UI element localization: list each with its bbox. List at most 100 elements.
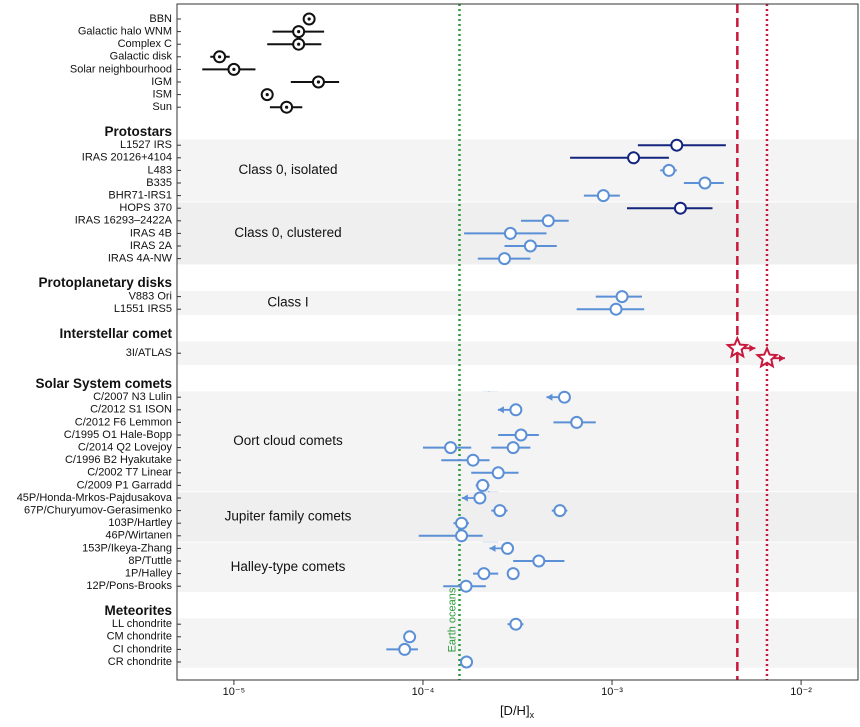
point <box>459 579 473 593</box>
row-label: HOPS 370 <box>119 202 172 214</box>
row-label: B335 <box>146 177 172 189</box>
row-label: V883 Ori <box>129 291 172 303</box>
section-title: Solar System comets <box>35 376 172 391</box>
row-label: IRAS 4A-NW <box>108 253 173 265</box>
point <box>662 163 676 177</box>
point <box>532 554 546 568</box>
point <box>466 453 480 467</box>
group-label: Class I <box>267 294 308 309</box>
point <box>755 345 779 369</box>
point-dot <box>307 17 311 21</box>
point-dot <box>316 80 321 84</box>
point <box>596 189 610 203</box>
point <box>455 516 469 530</box>
point-dot <box>217 55 222 59</box>
x-tick-label: 10⁻³ <box>601 686 623 698</box>
point <box>477 567 491 581</box>
row-label: C/1996 B2 Hyakutake <box>65 454 172 466</box>
point-dot <box>297 30 301 34</box>
row-label: Galactic disk <box>110 51 173 63</box>
row-label: BHR71-IRS1 <box>108 190 172 202</box>
point <box>514 428 528 442</box>
row-label: 3I/ATLAS <box>126 347 172 359</box>
point <box>503 226 517 240</box>
row-label: 1P/Halley <box>125 568 173 580</box>
backgrounds <box>177 139 858 668</box>
row-label: C/2007 N3 Lulin <box>93 391 172 403</box>
reference-label: Earth oceans <box>446 587 458 652</box>
limit-arrow-head <box>497 406 504 414</box>
x-tick-label: 10⁻⁴ <box>412 686 435 698</box>
point <box>444 441 458 455</box>
point <box>557 390 571 404</box>
plot-frame <box>176 3 859 681</box>
point <box>627 151 641 165</box>
limit-arrow-head <box>489 544 496 552</box>
point <box>523 239 537 253</box>
row-label: CR chondrite <box>108 656 172 668</box>
point <box>476 478 490 492</box>
point <box>509 617 523 631</box>
group-band <box>177 139 858 202</box>
point <box>541 214 555 228</box>
point <box>473 491 487 505</box>
row-label: C/2012 F6 Lemmon <box>75 416 172 428</box>
point <box>673 201 687 215</box>
row-label: L1551 IRS5 <box>114 303 172 315</box>
point-dot <box>297 42 301 46</box>
group-band <box>177 290 858 315</box>
group-label: Class 0, clustered <box>234 225 341 240</box>
limit-arrow-head <box>461 494 468 502</box>
row-label: 12P/Pons-Brooks <box>86 580 172 592</box>
row-label: IRAS 16293–2422A <box>75 215 173 227</box>
point <box>698 176 712 190</box>
row-label: IGM <box>151 76 172 88</box>
point <box>403 630 417 644</box>
row-label: Galactic halo WNM <box>78 26 172 38</box>
row-label: C/2009 P1 Garradd <box>77 479 172 491</box>
row-label: Complex C <box>118 38 172 50</box>
point-dot <box>265 93 269 97</box>
point-dot <box>232 67 236 71</box>
row-label: C/2002 T7 Linear <box>87 467 172 479</box>
row-label: C/2014 Q2 Lovejoy <box>78 442 173 454</box>
group-band <box>177 341 858 365</box>
point <box>506 567 520 581</box>
row-label: C/2012 S1 ISON <box>90 404 172 416</box>
row-label: ISM <box>152 89 172 101</box>
section-title: Protoplanetary disks <box>38 275 172 290</box>
point <box>615 290 629 304</box>
row-label: C/1995 O1 Hale-Bopp <box>64 429 172 441</box>
limit-arrow-head <box>546 393 553 401</box>
point <box>670 138 684 152</box>
x-label-subscript: x <box>530 710 535 720</box>
group-band <box>177 542 858 592</box>
point <box>491 466 505 480</box>
row-label: IRAS 4B <box>130 227 172 239</box>
row-label: 8P/Tuttle <box>128 555 172 567</box>
section-title: Protostars <box>104 124 172 139</box>
limit-arrow-head <box>749 344 756 352</box>
point <box>398 642 412 656</box>
marks: Earth oceans <box>202 4 785 680</box>
row-label: IRAS 2A <box>130 240 173 252</box>
group-label: Jupiter family comets <box>225 508 352 523</box>
row-label: IRAS 20126+4104 <box>82 152 172 164</box>
section-title: Interstellar comet <box>59 326 172 341</box>
point <box>609 302 623 316</box>
row-label: LL chondrite <box>112 618 172 630</box>
row-label: L1527 IRS <box>120 139 172 151</box>
row-label: BBN <box>149 13 172 25</box>
point <box>509 403 523 417</box>
point-dot <box>285 105 289 109</box>
row-label: 45P/Honda-Mrkos-Pajdusakova <box>17 492 173 504</box>
point <box>506 441 520 455</box>
point <box>501 541 515 555</box>
point <box>570 415 584 429</box>
point <box>455 529 469 543</box>
group-label: Oort cloud comets <box>233 433 343 448</box>
row-label: Solar neighbourhood <box>70 63 172 75</box>
row-label: 153P/Ikeya-Zhang <box>82 542 172 554</box>
section-title: Meteorites <box>104 603 172 618</box>
row-label: Sun <box>152 101 172 113</box>
